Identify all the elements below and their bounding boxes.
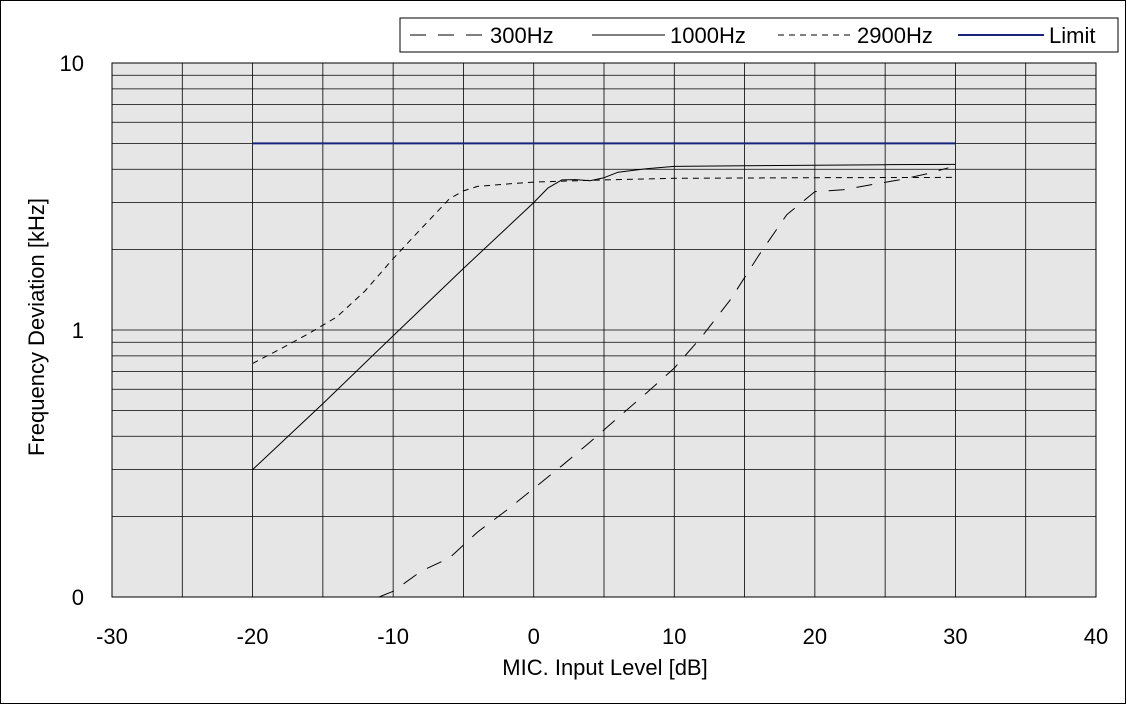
legend-label-2900hz: 2900Hz <box>857 23 933 48</box>
legend-label-300hz: 300Hz <box>490 23 554 48</box>
x-tick-label: 40 <box>1084 624 1108 649</box>
x-tick-label: 0 <box>528 624 540 649</box>
x-tick-label: -10 <box>377 624 409 649</box>
x-tick-label: 10 <box>662 624 686 649</box>
x-tick-label: 20 <box>803 624 827 649</box>
y-tick-label: 0 <box>72 585 84 610</box>
y-tick-label: 10 <box>60 51 84 76</box>
y-tick-label: 1 <box>72 318 84 343</box>
legend: 300Hz 1000Hz 2900Hz Limit <box>399 17 1119 53</box>
y-axis-label: Frequency Deviation [kHz] <box>24 198 49 456</box>
series-group <box>252 142 956 598</box>
legend-label-1000hz: 1000Hz <box>670 23 746 48</box>
x-axis-label: MIC. Input Level [dB] <box>502 655 707 680</box>
x-tick-label: -30 <box>96 624 128 649</box>
series-line-1000hz <box>252 163 956 470</box>
x-tick-label: 30 <box>943 624 967 649</box>
grid <box>112 63 1096 597</box>
x-axis-ticks: -30 -20 -10 0 10 20 30 40 <box>96 624 1108 649</box>
x-tick-label: -20 <box>237 624 269 649</box>
series-line-2900hz <box>252 176 956 364</box>
legend-label-limit: Limit <box>1049 23 1095 48</box>
series-line-300hz <box>378 167 949 598</box>
